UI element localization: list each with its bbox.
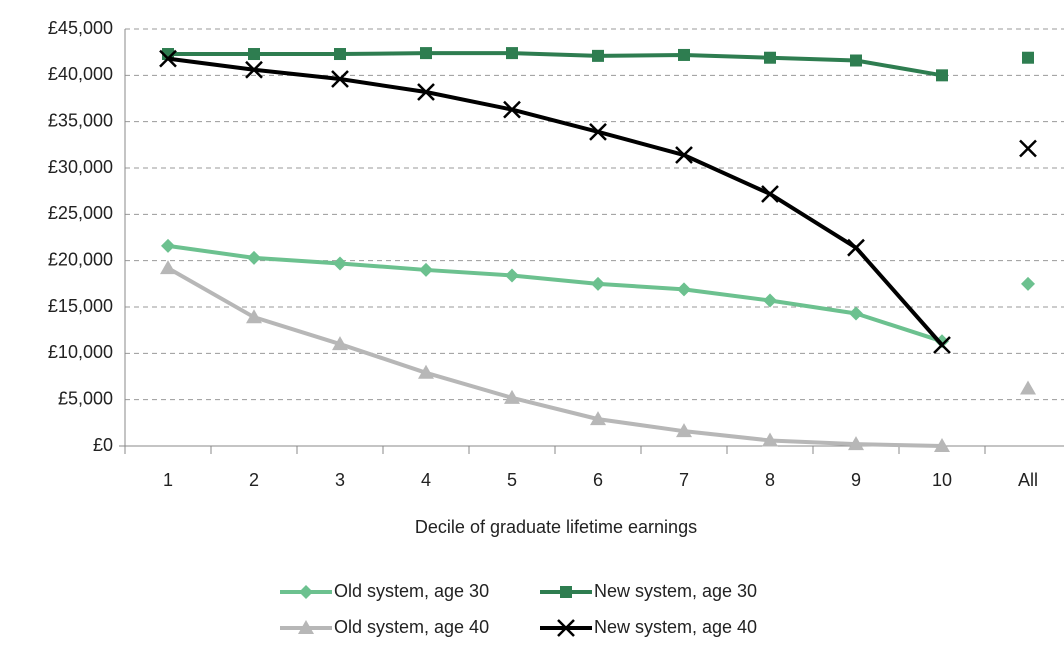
x-tick-label: 7: [679, 470, 689, 490]
legend-label: Old system, age 30: [334, 581, 489, 601]
y-tick-label: £45,000: [48, 18, 113, 38]
x-tick-label: 8: [765, 470, 775, 490]
marker: [1019, 139, 1037, 158]
marker: [591, 276, 605, 291]
marker: [592, 49, 604, 62]
x-tick-label: 1: [163, 470, 173, 490]
marker: [505, 268, 519, 283]
marker: [676, 423, 692, 438]
marker: [557, 619, 575, 637]
marker: [332, 336, 348, 351]
marker: [299, 585, 313, 599]
marker: [1021, 276, 1035, 291]
y-tick-label: £10,000: [48, 342, 113, 362]
x-tick-label: 3: [335, 470, 345, 490]
marker: [764, 51, 776, 64]
series-line: [167, 56, 944, 347]
marker: [247, 250, 261, 265]
marker: [333, 256, 347, 271]
marker: [761, 185, 779, 203]
y-tick-label: £15,000: [48, 296, 113, 316]
y-tick-label: £30,000: [48, 157, 113, 177]
marker: [1020, 380, 1036, 395]
marker: [934, 438, 950, 452]
marker: [161, 238, 175, 253]
series-line: [168, 51, 943, 78]
marker: [334, 48, 346, 61]
marker: [847, 238, 865, 257]
y-tick-label: £0: [93, 435, 113, 455]
marker: [935, 334, 949, 349]
marker: [849, 306, 863, 321]
marker: [678, 48, 690, 61]
marker: [590, 411, 606, 426]
y-tick-label: £5,000: [58, 388, 113, 408]
x-axis-label: Decile of graduate lifetime earnings: [415, 517, 697, 537]
series-line: [167, 243, 943, 344]
marker: [418, 364, 434, 379]
marker: [417, 83, 435, 101]
marker: [248, 48, 260, 61]
marker: [762, 432, 778, 447]
series-line: [167, 266, 943, 448]
legend-label: New system, age 40: [594, 617, 757, 637]
marker: [936, 69, 948, 82]
marker: [420, 47, 432, 60]
marker: [419, 262, 433, 277]
x-tick-label: 2: [249, 470, 259, 490]
y-tick-label: £40,000: [48, 64, 113, 84]
marker: [589, 122, 607, 141]
x-tick-label: All: [1018, 470, 1038, 490]
marker: [560, 586, 572, 598]
x-tick-label: 10: [932, 470, 952, 490]
legend-label: New system, age 30: [594, 581, 757, 601]
marker: [933, 336, 951, 354]
marker: [506, 47, 518, 60]
marker: [160, 260, 176, 275]
y-tick-label: £35,000: [48, 110, 113, 130]
marker: [848, 436, 864, 451]
legend-label: Old system, age 40: [334, 617, 489, 637]
marker: [298, 620, 314, 634]
marker: [503, 100, 521, 119]
x-tick-label: 5: [507, 470, 517, 490]
marker: [504, 389, 520, 404]
marker: [677, 282, 691, 297]
marker: [675, 146, 693, 164]
marker: [331, 70, 349, 88]
marker: [246, 309, 262, 324]
marker: [159, 49, 177, 68]
x-tick-label: 9: [851, 470, 861, 490]
x-tick-label: 6: [593, 470, 603, 490]
marker: [1022, 51, 1034, 64]
marker: [245, 60, 263, 79]
marker: [850, 54, 862, 67]
y-tick-label: £20,000: [48, 249, 113, 269]
y-tick-label: £25,000: [48, 203, 113, 223]
marker: [763, 293, 777, 308]
x-tick-label: 4: [421, 470, 431, 490]
